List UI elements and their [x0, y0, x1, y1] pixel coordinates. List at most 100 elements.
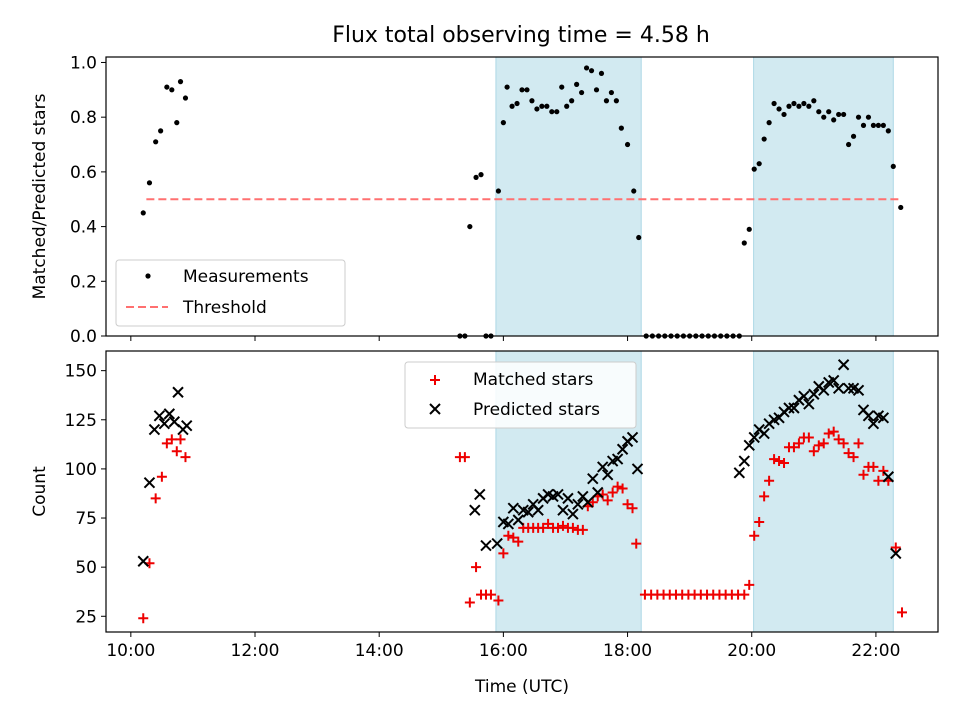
chart-title: Flux total observing time = 4.58 h: [332, 23, 710, 48]
predicted-point: [143, 476, 156, 489]
predicted-point: [798, 390, 810, 402]
legend-label: Matched stars: [473, 370, 593, 390]
matched-point: [557, 520, 568, 531]
measurement-point: [549, 109, 555, 115]
measurement-point: [898, 204, 904, 211]
measurement-point: [500, 120, 506, 126]
measurement-point: [569, 98, 575, 104]
matched-point: [878, 465, 889, 476]
predicted-point: [562, 492, 574, 505]
measurement-point: [751, 166, 757, 172]
measurement-point: [776, 106, 782, 112]
measurement-point: [636, 234, 642, 241]
measurement-point: [153, 139, 159, 145]
measurement-point: [598, 70, 605, 77]
predicted-point: [611, 453, 624, 465]
predicted-point: [502, 518, 515, 530]
measurement-point: [756, 161, 762, 167]
matched-point: [749, 530, 760, 541]
measurement-point: [741, 240, 747, 246]
predicted-point: [557, 504, 569, 516]
measurement-point: [564, 103, 570, 109]
predicted-point: [626, 431, 639, 444]
predicted-point: [163, 408, 176, 420]
measurement-point: [519, 87, 525, 93]
measurement-point: [826, 109, 832, 115]
y-tick-label: 50: [75, 558, 97, 578]
y-tick-label: 100: [65, 460, 97, 480]
y-tick-label: 0.4: [70, 218, 97, 238]
predicted-point: [552, 488, 564, 501]
matched-point: [890, 542, 901, 553]
matched-point: [156, 471, 167, 482]
matched-point: [166, 434, 177, 445]
predicted-point: [491, 537, 503, 550]
measurement-point: [624, 141, 631, 148]
predicted-point: [532, 504, 544, 516]
matched-point: [853, 438, 864, 449]
matched-point: [587, 497, 598, 508]
measurement-point: [613, 98, 619, 104]
legend-box: [404, 361, 637, 429]
measurement-point: [865, 114, 872, 120]
predicted-point: [803, 398, 815, 410]
measurement-point: [509, 103, 515, 109]
predicted-point: [748, 431, 760, 444]
matched-point: [739, 589, 750, 600]
predicted-point: [137, 555, 149, 567]
x-tick-label: 22:00: [851, 641, 900, 661]
predicted-point: [743, 439, 755, 452]
legend-label: Threshold: [182, 298, 267, 318]
x-tick-label: 18:00: [603, 641, 652, 661]
predicted-point: [867, 417, 880, 430]
measurement-point: [140, 210, 146, 216]
measurement-point: [841, 111, 847, 118]
count-points: [137, 359, 907, 624]
predicted-point: [592, 486, 604, 499]
measurement-point: [870, 122, 877, 128]
predicted-point: [480, 539, 492, 552]
measurement-point: [588, 68, 595, 74]
measurement-point: [811, 98, 817, 104]
matched-point: [631, 538, 642, 549]
legend-label: Measurements: [183, 267, 309, 287]
measurement-point: [771, 100, 777, 107]
predicted-point: [567, 508, 579, 520]
measurement-point: [786, 103, 792, 109]
measurement-point: [473, 174, 479, 180]
measurement-point: [177, 79, 184, 85]
measurement-point: [875, 122, 881, 128]
observing-window: [495, 56, 642, 337]
matched-point: [818, 438, 829, 449]
observing-window: [753, 56, 894, 337]
predicted-point: [474, 488, 486, 501]
measurement-point: [850, 133, 857, 139]
bottom-axes: 25 50 75 100 125 150 10:00 12:00 14:00 16:00 18:00…: [30, 350, 939, 697]
y-tick-label: 125: [65, 411, 97, 431]
matched-point: [464, 597, 475, 608]
legend-marker-predicted: [429, 403, 441, 415]
predicted-point: [601, 469, 614, 481]
predicted-point: [788, 402, 800, 414]
matched-point: [754, 516, 765, 527]
measurement-point: [182, 95, 189, 101]
matched-point: [808, 446, 819, 457]
measurement-point: [559, 84, 565, 90]
matched-point: [567, 522, 578, 533]
measurement-point: [504, 84, 510, 90]
matched-point: [779, 458, 790, 469]
matched-point: [803, 432, 814, 443]
measurement-point: [821, 114, 827, 120]
y-tick-label: 0.0: [70, 327, 97, 347]
measurement-point: [746, 226, 752, 232]
x-axis-label: Time (UTC): [474, 677, 569, 697]
matched-point: [774, 456, 785, 467]
predicted-point: [616, 443, 629, 455]
matched-point: [873, 475, 884, 486]
top-axes: 0.0 0.2 0.4 0.6 0.8 1.0 Matched/Predicted star…: [30, 53, 939, 347]
matched-point: [498, 548, 509, 559]
matched-point: [503, 530, 514, 541]
matched-point: [471, 562, 482, 573]
bottom-panel: 25 50 75 100 125 150 10:00 12:00 14:00 16:00 18:00…: [30, 350, 939, 697]
measurement-point: [766, 120, 772, 126]
